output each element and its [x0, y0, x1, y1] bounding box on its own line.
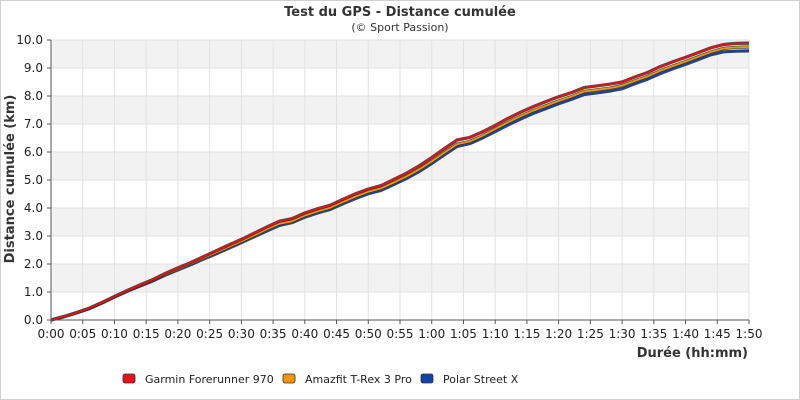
legend: Garmin Forerunner 970 Amazfit T-Rex 3 Pro… — [122, 373, 519, 386]
x-tick-label: 0:50 — [355, 327, 382, 341]
x-tick-label: 1:45 — [704, 327, 731, 341]
x-tick-label: 0:40 — [291, 327, 318, 341]
y-tick-label: 10.0 — [16, 33, 43, 47]
legend-swatch — [420, 373, 434, 384]
x-tick-label: 1:05 — [450, 327, 477, 341]
y-tick-label: 5.0 — [24, 173, 43, 187]
x-tick-label: 1:10 — [482, 327, 509, 341]
legend-label: Polar Street X — [443, 373, 519, 386]
y-tick-label: 4.0 — [24, 201, 43, 215]
y-tick-label: 3.0 — [24, 229, 43, 243]
axes — [47, 39, 750, 324]
x-tick-labels: 0:00 0:05 0:10 0:15 0:20 0:25 0:30 0:35 0:40 0:45… — [38, 327, 763, 341]
y-tick-label: 8.0 — [24, 89, 43, 103]
x-tick-label: 1:25 — [577, 327, 604, 341]
y-tick-label: 2.0 — [24, 257, 43, 271]
legend-label: Garmin Forerunner 970 — [145, 373, 274, 386]
x-tick-label: 0:45 — [323, 327, 350, 341]
y-tick-labels: 0.0 1.0 2.0 3.0 4.0 5.0 6.0 7.0 8.0 9.0 10.0 — [16, 33, 43, 327]
y-tick-label: 0.0 — [24, 313, 43, 327]
x-tick-label: 1:00 — [418, 327, 445, 341]
x-tick-label: 1:15 — [513, 327, 540, 341]
x-tick-label: 0:55 — [387, 327, 414, 341]
chart-title: Test du GPS - Distance cumulée — [284, 5, 516, 20]
x-tick-label: 1:35 — [640, 327, 667, 341]
y-tick-label: 7.0 — [24, 117, 43, 131]
x-tick-label: 1:40 — [672, 327, 699, 341]
x-tick-label: 1:20 — [545, 327, 572, 341]
y-tick-label: 6.0 — [24, 145, 43, 159]
x-tick-label: 0:10 — [101, 327, 128, 341]
x-tick-label: 0:25 — [196, 327, 223, 341]
legend-swatch — [282, 373, 296, 384]
grid-lines — [50, 39, 750, 321]
x-tick-label: 0:20 — [164, 327, 191, 341]
legend-swatch — [122, 373, 136, 384]
y-axis-label: Distance cumulée (km) — [3, 95, 18, 264]
series-line — [50, 42, 750, 321]
x-tick-label: 0:30 — [228, 327, 255, 341]
x-axis-label: Durée (hh:mm) — [637, 346, 748, 361]
x-tick-label: 1:30 — [609, 327, 636, 341]
series-lines — [50, 41, 750, 322]
x-tick-label: 0:15 — [133, 327, 160, 341]
x-tick-label: 0:00 — [38, 327, 65, 341]
chart-subtitle: (© Sport Passion) — [351, 21, 448, 34]
x-tick-label: 0:05 — [69, 327, 96, 341]
x-tick-label: 1:50 — [736, 327, 763, 341]
legend-label: Amazfit T-Rex 3 Pro — [305, 373, 412, 386]
y-tick-label: 9.0 — [24, 61, 43, 75]
x-tick-label: 0:35 — [260, 327, 287, 341]
y-tick-label: 1.0 — [24, 285, 43, 299]
